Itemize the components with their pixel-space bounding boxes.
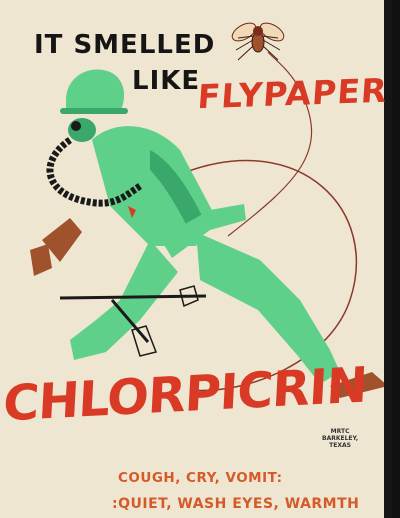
odor-word: FLYPAPER: [196, 70, 389, 117]
headline-line-1: IT SMELLED: [34, 30, 216, 60]
symptoms-text: COUGH, CRY, VOMIT:: [118, 470, 283, 486]
flight-path-outer: [185, 159, 358, 392]
treatment-text: :QUIET, WASH EYES, WARMTH: [112, 496, 360, 512]
soldier-figure: [46, 69, 340, 384]
credit-line-3: TEXAS: [329, 442, 351, 449]
brown-footprints: [30, 218, 388, 398]
credit-block: MRTC BARKELEY, TEXAS: [322, 428, 358, 449]
credit-line-2: BARKELEY,: [322, 435, 359, 442]
headline-line-2: LIKE: [132, 66, 201, 96]
flight-path-inner: [227, 51, 313, 237]
fly-icon: [231, 22, 285, 61]
scan-edge: [384, 0, 392, 518]
credit-line-1: MRTC: [330, 428, 350, 435]
